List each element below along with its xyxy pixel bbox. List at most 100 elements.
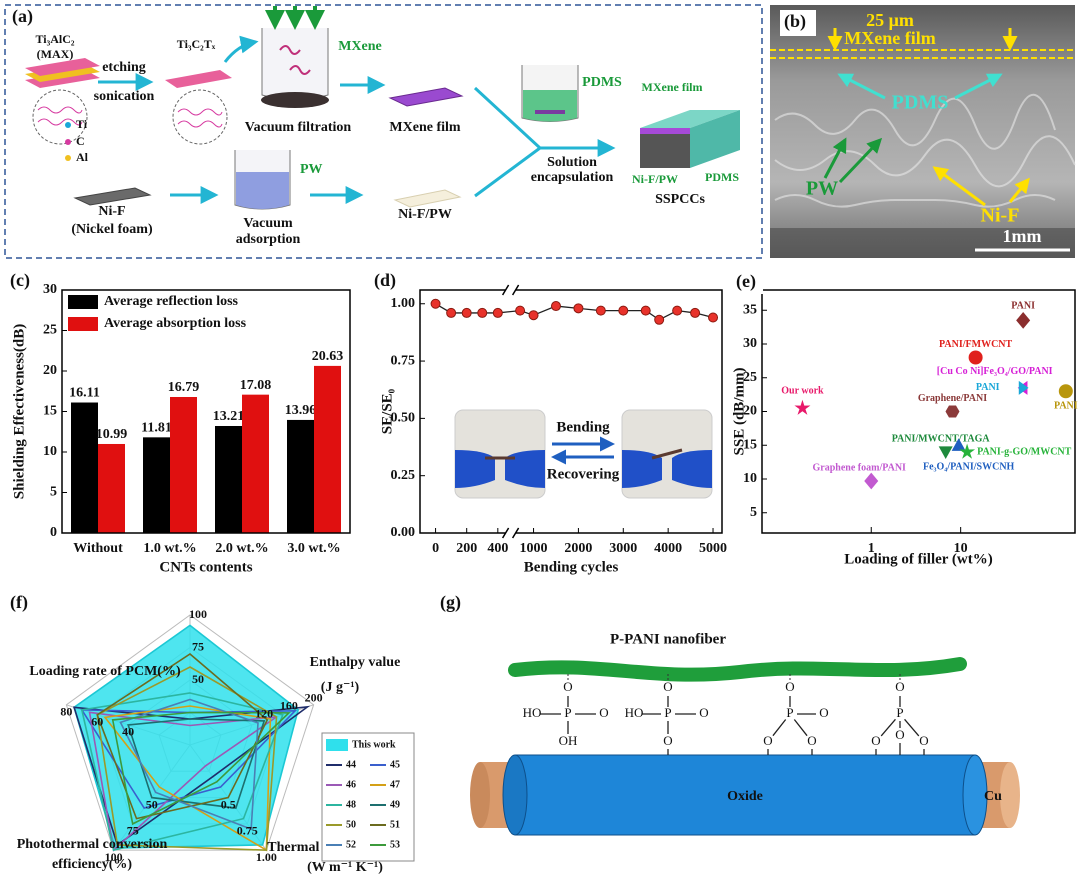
schematic-label: Solution xyxy=(547,155,597,170)
schematic-label: Ti₃C₂Tₓ xyxy=(177,37,216,51)
atom: O xyxy=(699,705,708,720)
x-tick-label: Without xyxy=(73,541,123,556)
bar xyxy=(314,365,341,533)
legend-label: 49 xyxy=(390,799,400,810)
y-tick-label: 20 xyxy=(43,363,57,378)
x-axis-label: Loading of filler (wt%) xyxy=(844,551,992,567)
lattice-circle xyxy=(172,89,228,145)
x-tick-label: 10 xyxy=(954,541,968,556)
atom-dot xyxy=(65,155,71,161)
value-label: 16.11 xyxy=(69,386,100,401)
data-point xyxy=(550,301,561,312)
arrow xyxy=(837,73,886,100)
point xyxy=(968,350,983,365)
legend-label: 51 xyxy=(390,819,400,830)
atom: OH xyxy=(559,733,578,748)
data-point xyxy=(515,305,526,316)
radar-tick-label: 40 xyxy=(122,725,134,739)
axis-break xyxy=(505,287,516,293)
bar xyxy=(287,419,314,533)
axis-break xyxy=(505,530,516,536)
radar-tick-label: 75 xyxy=(127,824,139,838)
value-label: 11.81 xyxy=(141,421,172,436)
schematic-label: Ni-F/PW xyxy=(398,207,452,222)
point xyxy=(1058,384,1073,399)
atom: P xyxy=(786,705,793,720)
nanofiber xyxy=(508,657,967,682)
schematic-label: PDMS xyxy=(582,75,622,90)
radar-series xyxy=(103,705,272,852)
atom: O xyxy=(663,679,672,694)
atom: O xyxy=(763,733,772,748)
lattice xyxy=(37,106,83,126)
y-tick-label: 0.00 xyxy=(391,525,416,540)
schematic-label: Al xyxy=(76,150,89,164)
y-tick-label: 30 xyxy=(743,336,757,351)
bar xyxy=(215,425,242,533)
schematic-label: (MAX) xyxy=(37,47,74,61)
arrow xyxy=(473,86,542,150)
radar-tick-label: 200 xyxy=(305,691,323,705)
y-tick-label: 15 xyxy=(43,404,57,419)
data-line xyxy=(435,303,714,321)
y-tick-label: 10 xyxy=(743,471,757,486)
point xyxy=(1016,311,1031,329)
point xyxy=(945,405,960,418)
x-tick-label: 3000 xyxy=(609,541,637,556)
x-tick-label: 2.0 wt.% xyxy=(215,541,268,556)
schematic-label: Vacuum filtration xyxy=(245,120,352,135)
schematic-label: Ti xyxy=(76,117,88,131)
mxene-film xyxy=(388,87,464,107)
pw-liquid xyxy=(236,172,289,209)
schematic-label: C xyxy=(76,134,85,148)
atom: P xyxy=(896,705,903,720)
annotation: Bending xyxy=(556,419,610,435)
atom: O xyxy=(563,679,572,694)
y-tick-label: 10 xyxy=(43,444,57,459)
point-label: PANI xyxy=(1011,301,1035,312)
bond xyxy=(793,719,808,737)
data-point xyxy=(654,314,665,325)
oxide-end xyxy=(962,754,988,836)
value-label: 13.21 xyxy=(213,409,245,424)
panel-label: (b) xyxy=(784,11,806,32)
y-tick-label: 25 xyxy=(743,370,757,385)
point xyxy=(959,443,976,459)
panel-label: (e) xyxy=(736,271,756,292)
schematic-label: sonication xyxy=(94,89,155,104)
pdms-liquid xyxy=(523,90,577,122)
y-tick-label: 15 xyxy=(743,437,757,452)
x-axis-label: CNTs contents xyxy=(159,559,252,575)
radar-tick-label: 75 xyxy=(192,639,204,653)
legend-swatch xyxy=(326,739,348,751)
point xyxy=(794,399,811,415)
arrow xyxy=(954,73,1003,100)
nickel-foam xyxy=(73,187,152,206)
bond xyxy=(772,719,787,737)
filter xyxy=(261,92,329,108)
block-top xyxy=(640,110,740,128)
radar-tick-label: 100 xyxy=(189,607,207,621)
legend-swatch xyxy=(68,295,98,309)
point xyxy=(938,446,953,459)
copper-end xyxy=(1000,762,1020,828)
bond xyxy=(880,718,896,737)
schematic-label: Ti₃AlC₂ xyxy=(36,32,75,46)
block-side xyxy=(690,110,740,168)
point-label: PANI/FMWCNT xyxy=(939,339,1012,350)
data-point xyxy=(708,312,719,323)
atom: P xyxy=(564,705,571,720)
y-tick-label: 5 xyxy=(50,485,57,500)
break-mark xyxy=(511,527,520,539)
schematic-label: etching xyxy=(102,60,146,75)
break-mark xyxy=(501,527,510,539)
radar-axis-label: Loading rate of PCM(%) xyxy=(29,664,181,679)
radar-series xyxy=(73,624,300,849)
y-tick-label: 35 xyxy=(743,302,757,317)
point-label: PANI/MWCNT/TAGA xyxy=(892,433,991,444)
label-box xyxy=(780,10,816,36)
schematic-label: Vacuum xyxy=(243,216,293,231)
image-label: Ni-F xyxy=(981,205,1020,227)
atom: P xyxy=(664,705,671,720)
legend-label: 44 xyxy=(346,759,356,770)
